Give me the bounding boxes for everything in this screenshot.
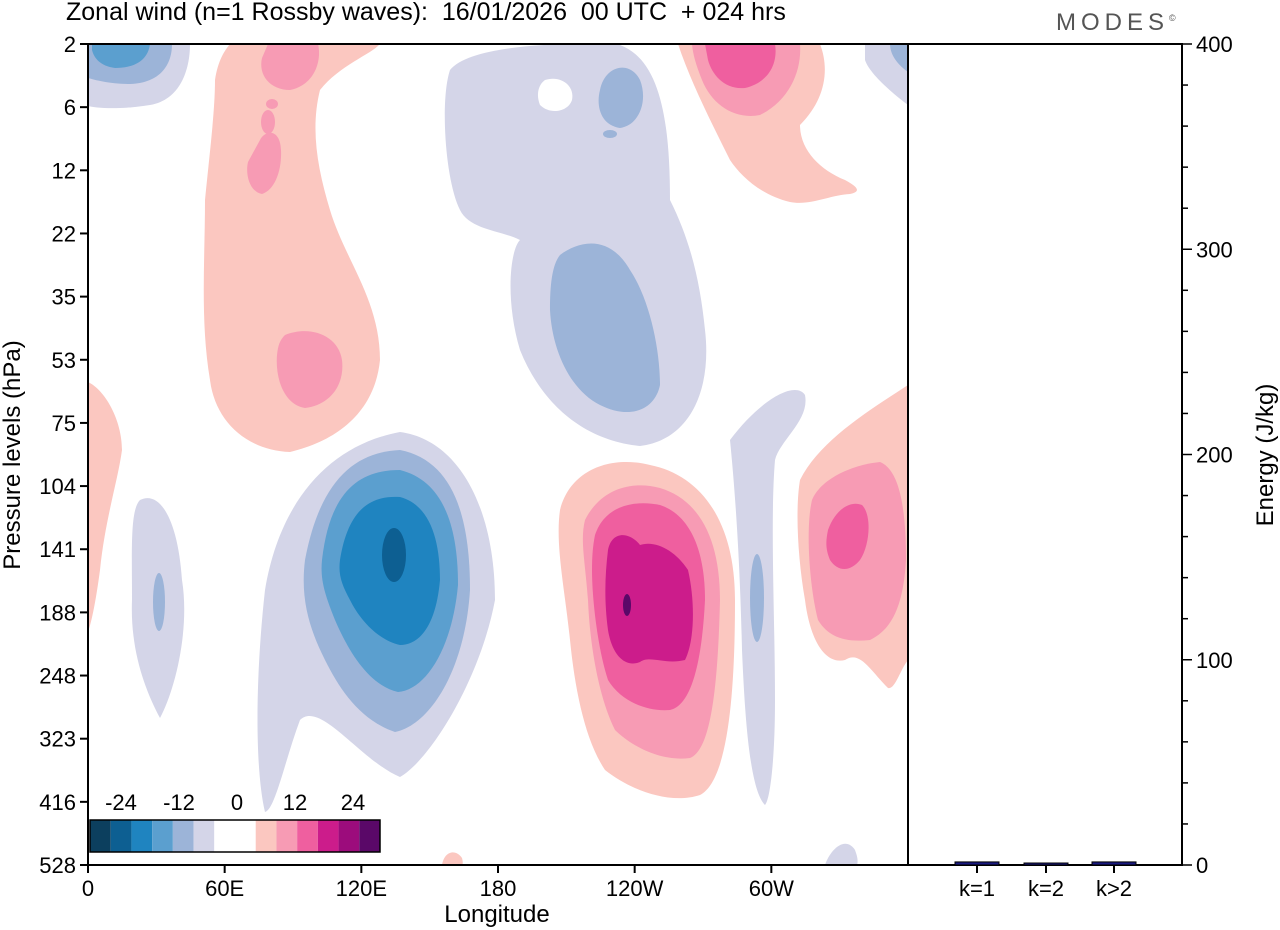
colorbar-swatch bbox=[297, 820, 318, 852]
pressure-tick-label: 528 bbox=[39, 853, 76, 878]
neg-corner-nw-l3 bbox=[92, 44, 150, 68]
pressure-tick-label: 22 bbox=[52, 221, 76, 246]
colorbar-swatch bbox=[131, 820, 153, 852]
pressure-tick-label: 35 bbox=[52, 285, 76, 310]
longitude-tick-label: 60W bbox=[749, 876, 794, 901]
pos-column-60e-top bbox=[261, 44, 320, 90]
pos-strip-left bbox=[88, 382, 122, 632]
colorbar-swatch bbox=[90, 820, 111, 852]
logo-text: MODES bbox=[1056, 9, 1170, 36]
neg-strat-small bbox=[598, 67, 644, 128]
colorbar-swatch bbox=[317, 820, 339, 852]
y-axis-label: Pressure levels (hPa) bbox=[0, 340, 26, 569]
energy-cat-label: k=2 bbox=[1028, 876, 1064, 901]
colorbar-swatch bbox=[235, 820, 256, 852]
colorbar-swatch bbox=[193, 820, 215, 852]
modes-logo: MODES© bbox=[1056, 9, 1176, 37]
energy-bar bbox=[1023, 862, 1069, 866]
energy-bars: k=1 k=2 k>2 bbox=[954, 861, 1137, 901]
colorbar-swatch bbox=[214, 820, 235, 852]
x-axis-label: Longitude bbox=[444, 901, 549, 928]
colorbar-label: -24 bbox=[105, 790, 137, 815]
pos-column-60e-core-low bbox=[276, 331, 343, 408]
pressure-tick-label: 75 bbox=[52, 411, 76, 436]
neg-corner-ne-l2 bbox=[890, 44, 908, 72]
colorbar-swatch bbox=[359, 820, 380, 852]
pos-column-60e-tiny1 bbox=[261, 110, 275, 134]
neg-narrow-60w bbox=[730, 390, 806, 805]
neg-narrow-60w-core bbox=[750, 554, 764, 642]
longitude-axis: 0 60E 120E 180 120W 60W bbox=[82, 865, 794, 901]
pressure-axis: 2 6 12 22 35 53 75 104 141 188 248 323 416 528 bbox=[39, 32, 88, 878]
colorbar-label: 0 bbox=[231, 790, 243, 815]
energy-bar bbox=[954, 861, 1000, 866]
pressure-tick-label: 53 bbox=[52, 348, 76, 373]
pressure-tick-label: 188 bbox=[39, 600, 76, 625]
colorbar bbox=[89, 819, 381, 853]
colorbar-frame bbox=[89, 819, 381, 853]
neg-bottom-right bbox=[825, 843, 858, 865]
energy-tick-label: 100 bbox=[1196, 648, 1233, 673]
colorbar-label: 24 bbox=[341, 790, 365, 815]
energy-plot-frame bbox=[907, 43, 1183, 866]
colorbar-swatch bbox=[276, 820, 298, 852]
neg-blob-120e-core bbox=[382, 528, 406, 582]
energy-cat-label: k=1 bbox=[959, 876, 995, 901]
neg-strat-blob bbox=[444, 44, 707, 446]
neg-strat-tiny bbox=[603, 130, 617, 138]
pressure-tick-label: 416 bbox=[39, 790, 76, 815]
white-hole-strat bbox=[537, 78, 573, 112]
energy-cat-label: k>2 bbox=[1096, 876, 1132, 901]
pos-bottom-small bbox=[442, 852, 463, 865]
colorbar-swatch bbox=[110, 820, 132, 852]
colorbar-swatch bbox=[152, 820, 173, 852]
neg-strat-core bbox=[550, 243, 660, 413]
energy-axis: 0 100 200 300 400 bbox=[1182, 32, 1233, 878]
pos-blob-30w-l3 bbox=[826, 503, 869, 569]
pressure-tick-label: 104 bbox=[39, 474, 76, 499]
longitude-tick-label: 60E bbox=[205, 876, 244, 901]
contour-field bbox=[88, 44, 908, 865]
colorbar-labels: -24 -12 0 12 24 bbox=[105, 790, 365, 815]
pos-blob-120w-l4 bbox=[605, 535, 693, 664]
energy-tick-label: 200 bbox=[1196, 443, 1233, 468]
colorbar-label: -12 bbox=[163, 790, 195, 815]
longitude-tick-label: 180 bbox=[480, 876, 517, 901]
energy-axis-label: Energy (J/kg) bbox=[1252, 384, 1279, 527]
pressure-tick-label: 6 bbox=[64, 95, 76, 120]
pressure-tick-label: 248 bbox=[39, 664, 76, 689]
energy-tick-label: 0 bbox=[1196, 853, 1208, 878]
pos-column-60e-tiny2 bbox=[266, 99, 278, 109]
colorbar-label: 12 bbox=[283, 790, 307, 815]
pos-blob-120w-core bbox=[623, 594, 631, 616]
chart-title: Zonal wind (n=1 Rossby waves): 16/01/202… bbox=[66, 0, 786, 26]
neg-blob-30e-core bbox=[153, 573, 165, 631]
energy-tick-label: 400 bbox=[1196, 32, 1233, 57]
pressure-tick-label: 12 bbox=[52, 158, 76, 183]
pressure-tick-label: 2 bbox=[64, 32, 76, 57]
pos-column-60e-mid bbox=[247, 132, 282, 194]
colorbar-swatch bbox=[255, 820, 277, 852]
energy-bar bbox=[1091, 861, 1137, 866]
pos-top-90w-l3 bbox=[705, 44, 776, 89]
colorbar-swatch bbox=[338, 820, 360, 852]
longitude-tick-label: 120E bbox=[336, 876, 387, 901]
energy-tick-label: 300 bbox=[1196, 237, 1233, 262]
longitude-tick-label: 0 bbox=[82, 876, 94, 901]
longitude-tick-label: 120W bbox=[606, 876, 664, 901]
logo-mark: © bbox=[1169, 13, 1176, 23]
pressure-tick-label: 323 bbox=[39, 727, 76, 752]
pressure-tick-label: 141 bbox=[39, 537, 76, 562]
colorbar-swatch bbox=[172, 820, 194, 852]
